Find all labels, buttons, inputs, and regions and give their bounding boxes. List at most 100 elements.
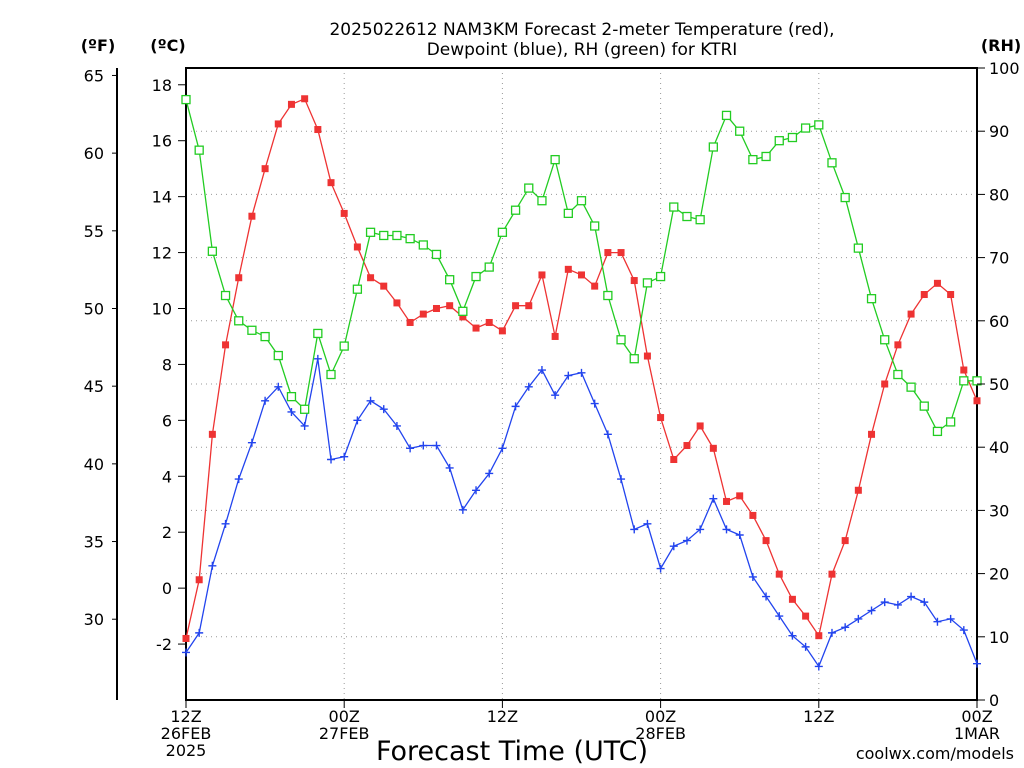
rh-point xyxy=(379,230,389,241)
temperature-point xyxy=(854,486,862,494)
x-tick-label: 28FEB xyxy=(635,724,686,743)
temperature-point xyxy=(432,304,440,312)
dewpoint-point xyxy=(537,366,546,375)
dewpoint-point xyxy=(353,416,362,425)
fahrenheit-tick-label: 45 xyxy=(84,377,104,396)
dewpoint-point xyxy=(234,475,243,484)
rh-point xyxy=(418,240,428,250)
temperature-point xyxy=(578,271,585,279)
rh-line xyxy=(185,99,977,433)
rh-point xyxy=(827,158,837,168)
temperature-point xyxy=(920,291,928,299)
rh-point xyxy=(576,196,587,206)
x-tick-label: 00Z xyxy=(645,707,676,726)
dewpoint-point xyxy=(313,354,322,363)
dewpoint-point xyxy=(946,614,955,623)
temperature-point xyxy=(353,243,361,251)
rh-point xyxy=(655,271,666,282)
dewpoint-point xyxy=(392,421,401,430)
rh-point xyxy=(458,306,468,316)
dewpoint-point xyxy=(524,382,533,391)
temperature-point xyxy=(274,120,282,128)
x-tick-label: 27FEB xyxy=(319,724,370,743)
rh-point xyxy=(616,335,626,345)
rh-tick-label: 100 xyxy=(989,59,1020,78)
dewpoint-point xyxy=(801,642,810,651)
rh-tick-label: 0 xyxy=(989,691,999,710)
temperature-point xyxy=(868,430,876,438)
rh-unit-label: (RH) xyxy=(981,36,1021,55)
rh-point xyxy=(524,183,534,193)
dewpoint-point xyxy=(195,628,204,637)
temperature-point xyxy=(815,632,823,640)
rh-point xyxy=(642,278,653,288)
dewpoint-point xyxy=(696,525,705,534)
temperature-point xyxy=(802,612,810,620)
temperature-point xyxy=(960,366,968,374)
rh-point xyxy=(603,290,613,301)
rh-point xyxy=(392,230,402,241)
rh-point xyxy=(484,262,494,272)
temperature-point xyxy=(367,274,375,282)
temperature-point xyxy=(301,95,309,103)
x-tick-label: 12Z xyxy=(170,707,201,726)
dewpoint-point xyxy=(709,494,718,503)
temperature-point xyxy=(894,341,902,349)
rh-point xyxy=(273,350,283,361)
dewpoint-point xyxy=(577,368,586,377)
rh-point xyxy=(405,233,415,244)
rh-point xyxy=(774,136,784,146)
rh-point xyxy=(932,426,943,437)
temperature-point xyxy=(340,209,348,217)
temperature-point xyxy=(380,282,388,290)
dewpoint-point xyxy=(827,628,836,637)
celsius-tick-label: 14 xyxy=(152,188,172,207)
rh-point xyxy=(945,417,956,427)
dewpoint-point xyxy=(920,598,929,607)
temperature-point xyxy=(472,324,480,332)
dewpoint-point xyxy=(893,600,902,609)
dewpoint-point xyxy=(300,421,309,430)
temperature-point xyxy=(314,126,322,134)
rh-point xyxy=(497,227,508,237)
dewpoint-point xyxy=(973,659,981,668)
rh-point xyxy=(761,151,771,162)
rh-point xyxy=(207,246,218,256)
x-tick-label: 12Z xyxy=(487,707,518,726)
dewpoint-point xyxy=(419,441,428,450)
rh-point xyxy=(787,132,798,143)
rh-point xyxy=(234,316,244,326)
rh-point xyxy=(550,154,560,165)
dewpoint-point xyxy=(841,623,850,632)
temperature-point xyxy=(208,430,216,438)
temperature-point xyxy=(947,291,955,299)
dewpoint-point xyxy=(485,469,494,478)
rh-tick-label: 40 xyxy=(989,438,1009,457)
rh-point xyxy=(800,123,811,133)
dewpoint-point xyxy=(247,438,256,447)
dewpoint-point xyxy=(406,444,415,453)
temperature-point xyxy=(525,302,533,310)
temperature-point xyxy=(683,442,691,450)
dewpoint-point xyxy=(366,396,375,405)
fahrenheit-tick-label: 40 xyxy=(84,455,104,474)
rh-point xyxy=(194,145,204,155)
temperature-point xyxy=(696,422,704,430)
rh-point xyxy=(510,205,521,215)
temperature-point xyxy=(485,318,493,326)
celsius-tick-label: 6 xyxy=(162,411,172,430)
rh-tick-label: 80 xyxy=(989,185,1009,204)
temperature-line xyxy=(185,97,978,639)
celsius-tick-label: 8 xyxy=(162,355,172,374)
temperature-point xyxy=(182,634,190,642)
tick-labels: 30 35 40 45 50 55 60 65 -2 0 2 4 6 8 10 12 14 16 18 0 10 20 30… xyxy=(84,59,1020,760)
fahrenheit-tick-label: 60 xyxy=(84,144,104,163)
temperature-point xyxy=(406,318,414,326)
dewpoint-point xyxy=(182,648,190,657)
rh-point xyxy=(853,243,863,253)
temperature-point xyxy=(749,511,757,519)
rh-point xyxy=(590,221,600,231)
rh-tick-label: 90 xyxy=(989,122,1009,141)
fahrenheit-tick-label: 35 xyxy=(84,533,104,552)
